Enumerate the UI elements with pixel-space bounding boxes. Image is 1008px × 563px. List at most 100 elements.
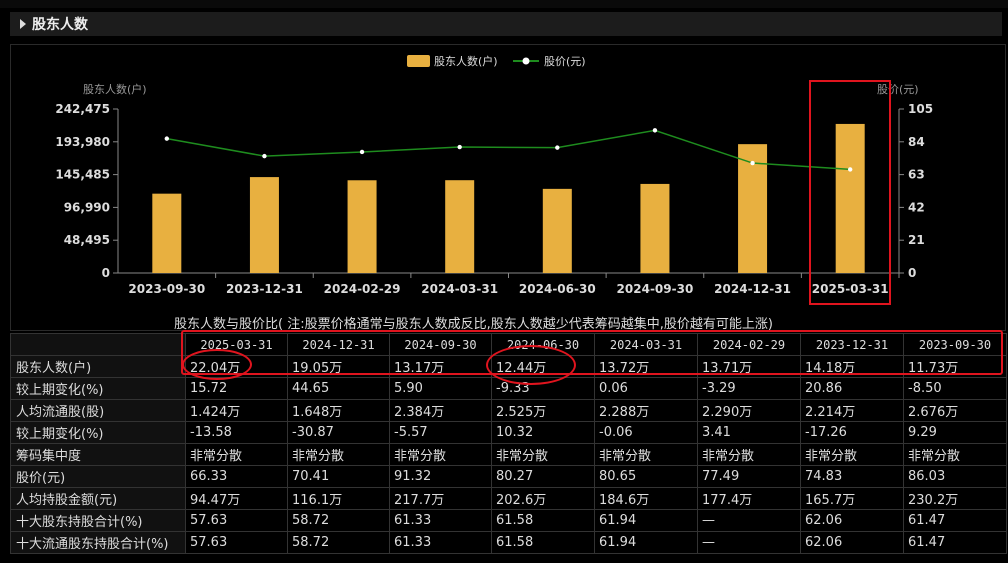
table-cell: -0.06 [594, 421, 698, 444]
table-row: 筹码集中度 非常分散 非常分散 非常分散 非常分散 非常分散 非常分散 非常分散 非常分散 [10, 443, 1007, 466]
table-cell: 184.6万 [594, 487, 698, 510]
table-cell: 86.03 [903, 465, 1007, 488]
table-cell: 2.676万 [903, 399, 1007, 422]
column-header: 2025-03-31 [185, 333, 288, 356]
table-cell: 61.58 [491, 509, 595, 532]
table-cell: -5.57 [389, 421, 492, 444]
table-cell: 非常分散 [491, 443, 595, 466]
table-cell: 13.71万 [697, 355, 801, 378]
table-cell: 9.29 [903, 421, 1007, 444]
chart-note: 股东人数与股价比( 注:股票价格通常与股东人数成反比,股东人数越少代表筹码越集中… [174, 317, 773, 332]
table-cell: 77.49 [697, 465, 801, 488]
y-right-tick-label: 63 [908, 168, 925, 182]
table-cell: 165.7万 [800, 487, 904, 510]
x-tick-label: 2024-12-31 [714, 282, 791, 296]
table-cell: 12.44万 [491, 355, 595, 378]
table-cell: — [697, 509, 801, 532]
table-cell: 61.47 [903, 509, 1007, 532]
bar [835, 123, 865, 274]
table-row: 较上期变化(%) 15.72 44.65 5.90 -9.33 0.06 -3.29 20.8… [10, 377, 1007, 400]
section-header[interactable]: 股东人数 [10, 12, 1002, 36]
table-cell: 22.04万 [185, 355, 288, 378]
table-cell: 非常分散 [903, 443, 1007, 466]
column-header: 2024-02-29 [697, 333, 801, 356]
price-point [555, 145, 560, 150]
table-cell: 57.63 [185, 509, 288, 532]
y-left-tick-label: 242,475 [55, 102, 110, 116]
table-cell: 2.288万 [594, 399, 698, 422]
table-cell: 58.72 [287, 509, 390, 532]
table-cell: 2.290万 [697, 399, 801, 422]
y-right-tick-label: 21 [908, 233, 925, 247]
price-point [750, 160, 755, 166]
table-row: 十大股东持股合计(%) 57.63 58.72 61.33 61.58 61.94—62.… [10, 509, 1007, 532]
row-label: 十大股东持股合计(%) [10, 509, 186, 532]
table-cell: 非常分散 [185, 443, 288, 466]
row-label: 股价(元) [10, 465, 186, 488]
table-cell: 非常分散 [697, 443, 801, 466]
bar [347, 180, 377, 273]
column-header: 2024-09-30 [389, 333, 492, 356]
table-cell: -13.58 [185, 421, 288, 444]
legend-label-line: 股价(元) [544, 55, 586, 68]
row-label: 十大流通股东持股合计(%) [10, 531, 186, 554]
table-row: 股东人数(户) 22.04万 19.05万 13.17万 12.44万 13.72万 13.… [10, 355, 1007, 378]
legend-label-bar: 股东人数(户) [434, 54, 498, 68]
bar [542, 188, 572, 273]
bar [249, 177, 279, 273]
table-cell: 5.90 [389, 377, 492, 400]
row-label: 人均流通股(股) [10, 399, 186, 422]
y-right-tick-label: 0 [908, 266, 916, 280]
x-tick-label: 2024-06-30 [519, 282, 596, 296]
row-label: 筹码集中度 [10, 443, 186, 466]
price-point [652, 128, 658, 133]
table-cell: 177.4万 [697, 487, 801, 510]
bar [640, 183, 670, 273]
legend-swatch-bar [407, 55, 430, 67]
bar [738, 144, 768, 273]
table-cell: 80.27 [491, 465, 595, 488]
table-cell: 230.2万 [903, 487, 1007, 510]
table-cell: 70.41 [287, 465, 390, 488]
table-cell: 非常分散 [389, 443, 492, 466]
table-cell: -17.26 [800, 421, 904, 444]
table-cell: 61.47 [903, 531, 1007, 554]
table-cell: 61.94 [594, 531, 698, 554]
table-cell: 13.17万 [389, 355, 492, 378]
table-cell: 20.86 [800, 377, 904, 400]
price-point [847, 167, 853, 172]
table-cell: 217.7万 [389, 487, 492, 510]
table-cell: 61.58 [491, 531, 595, 554]
column-header: 2024-03-31 [594, 333, 698, 356]
shareholder-table: 2025-03-31 2024-12-31 2024-09-30 2024-06-30… [10, 333, 1007, 554]
y-left-tick-label: 0 [102, 266, 110, 280]
row-label: 较上期变化(%) [10, 421, 186, 444]
table-cell: 2.214万 [800, 399, 904, 422]
y-axis-right-label: 股价(元) [877, 83, 919, 96]
table-cell: 61.33 [389, 531, 492, 554]
table-cell: 非常分散 [287, 443, 390, 466]
table-row: 人均持股金额(元) 94.47万 116.1万 217.7万 202.6万 184.6万 1… [10, 487, 1007, 510]
legend-dot [522, 57, 530, 65]
header-corner-cell [10, 333, 186, 356]
table-cell: 1.424万 [185, 399, 288, 422]
table-cell: 202.6万 [491, 487, 595, 510]
y-right-tick-label: 105 [908, 102, 933, 116]
table-cell: 57.63 [185, 531, 288, 554]
bar [152, 193, 182, 273]
x-tick-label: 2024-02-29 [324, 282, 401, 296]
table-cell: 62.06 [800, 509, 904, 532]
table-header-row: 2025-03-31 2024-12-31 2024-09-30 2024-06-30… [10, 333, 1007, 356]
price-point [262, 153, 267, 159]
y-left-tick-label: 193,980 [55, 135, 110, 149]
table-cell: 80.65 [594, 465, 698, 488]
price-line [166, 129, 851, 171]
table-cell: 15.72 [185, 377, 288, 400]
x-tick-label: 2023-12-31 [226, 282, 303, 296]
shareholder-chart: 股东人数(户) 股价(元) 股东人数(户) 股价(元) 0 48,495 96,990 145… [55, 54, 933, 296]
table-cell: 11.73万 [903, 355, 1007, 378]
price-point [164, 136, 170, 141]
table-cell: 3.41 [697, 421, 801, 444]
y-right-tick-label: 42 [908, 200, 925, 214]
expand-triangle-icon[interactable] [20, 19, 26, 29]
